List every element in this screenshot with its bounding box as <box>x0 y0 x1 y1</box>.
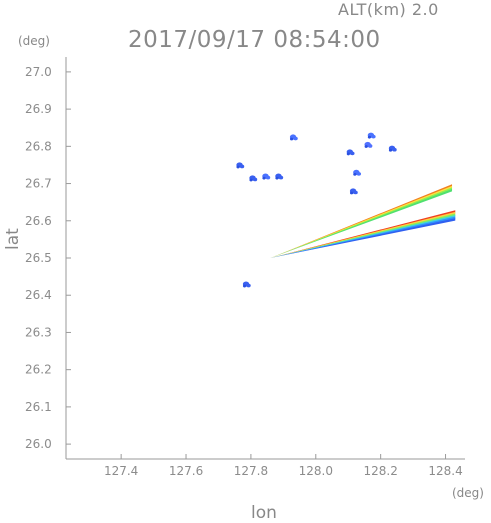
echo-band-layer <box>270 185 453 258</box>
echo-cell <box>289 137 294 141</box>
echo-cell <box>236 165 240 169</box>
echo-blob <box>353 169 362 176</box>
echo-cell <box>346 152 350 156</box>
echo-cell <box>353 190 358 195</box>
echo-blob <box>388 145 397 152</box>
x-tick-label: 128.2 <box>363 464 397 478</box>
echo-cell <box>262 176 266 180</box>
echo-band-layer <box>270 189 453 258</box>
echo-band-layer <box>270 187 453 258</box>
x-tick-label: 127.4 <box>104 464 138 478</box>
echo-cell <box>265 175 271 180</box>
x-tick-label: 127.8 <box>234 464 268 478</box>
echo-cell <box>371 134 376 139</box>
echo-cell <box>353 172 357 176</box>
y-tick-label: 26.4 <box>25 288 52 302</box>
echo-band-layer <box>270 184 453 258</box>
echo-cell <box>356 172 362 176</box>
echo-blob <box>242 281 251 288</box>
echo-cell <box>349 191 354 195</box>
y-tick-label: 26.3 <box>25 325 52 339</box>
echo-blob <box>262 173 271 180</box>
x-tick-label: 128.0 <box>299 464 333 478</box>
echo-cell <box>278 175 284 180</box>
echo-blob <box>249 175 258 182</box>
echo-cell <box>249 178 253 182</box>
y-unit-label: (deg) <box>18 34 50 48</box>
x-tick-label: 128.4 <box>428 464 462 478</box>
y-tick-label: 26.9 <box>25 102 52 116</box>
echo-blob <box>236 162 245 169</box>
echo-cell <box>293 136 298 141</box>
echo-band-layer <box>270 213 456 258</box>
echo-band-layer <box>270 210 456 258</box>
y-tick-label: 26.8 <box>25 139 52 153</box>
echo-blob <box>349 188 358 195</box>
echo-cell <box>367 144 373 148</box>
y-tick-label: 26.7 <box>25 177 52 191</box>
echo-band-layer <box>270 218 456 258</box>
x-tick-label: 127.6 <box>169 464 203 478</box>
echo-band <box>270 210 456 258</box>
y-tick-label: 26.5 <box>25 251 52 265</box>
echo-cell <box>388 148 393 152</box>
echo-cell <box>239 164 245 169</box>
echo-marks <box>236 132 456 288</box>
echo-cell <box>246 283 251 288</box>
echo-cell <box>242 284 247 288</box>
echo-band-layer <box>270 211 456 258</box>
echo-blob <box>275 173 284 180</box>
echo-cell <box>350 151 355 156</box>
y-axis-label: lat <box>3 228 23 250</box>
altitude-label: ALT(km) 2.0 <box>338 0 439 19</box>
echo-cell <box>252 177 258 182</box>
echo-cell <box>367 135 372 139</box>
echo-blob <box>346 149 355 156</box>
echo-band-layer <box>270 215 456 258</box>
chart-title: 2017/09/17 08:54:00 <box>128 27 381 53</box>
echo-blob <box>289 134 298 141</box>
x-axis-label: lon <box>251 503 277 523</box>
echo-blob <box>367 132 376 139</box>
x-unit-label: (deg) <box>452 486 484 500</box>
echo-band-layer <box>270 216 456 258</box>
y-tick-label: 26.1 <box>25 400 52 414</box>
echo-blob <box>364 141 373 148</box>
chart-axes: 26.0 26.1 26.2 26.3 26.4 26.5 26.6 26.7 26.8 26.9… <box>25 57 465 478</box>
echo-cell <box>275 176 279 180</box>
echo-cell <box>364 145 368 148</box>
y-tick-label: 26.2 <box>25 363 52 377</box>
y-tick-label: 26.6 <box>25 214 52 228</box>
y-tick-label: 26.0 <box>25 437 52 451</box>
echo-cell <box>392 147 397 152</box>
echo-band <box>270 184 453 258</box>
y-tick-label: 27.0 <box>25 65 52 79</box>
